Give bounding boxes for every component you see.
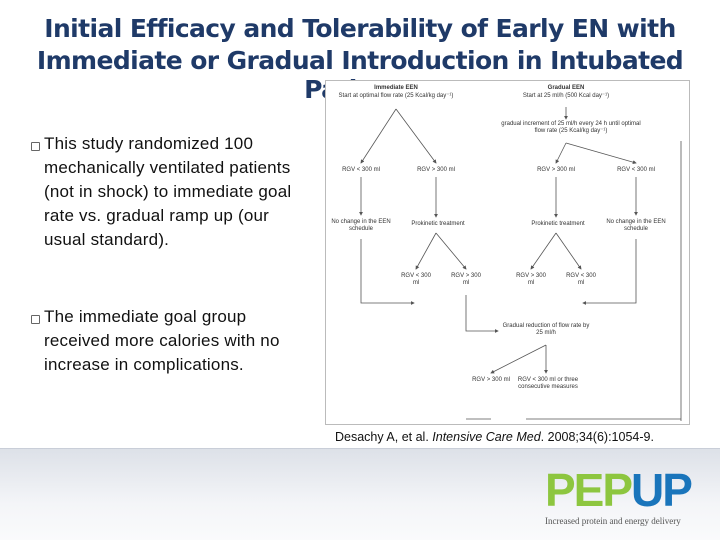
flow-node: RGV > 300 ml [516, 273, 546, 286]
flow-node: Start at optimal flow rate (25 Kcal/kg d… [338, 93, 454, 99]
flowchart-lines [359, 107, 682, 421]
flow-node: RGV < 300 ml [401, 273, 431, 286]
flow-node: RGV < 300 ml [566, 273, 596, 286]
flow-node: RGV > 300 ml [472, 377, 510, 383]
citation-journal: Intensive Care Med [432, 430, 541, 444]
flow-node: No change in the EEN schedule [606, 219, 666, 232]
bullet-text: The immediate goal group received more c… [44, 307, 280, 374]
citation-authors: Desachy A, et al. [335, 430, 433, 444]
logo-tagline: Increased protein and energy delivery [545, 516, 681, 526]
flow-node: Prokinetic treatment [531, 221, 585, 227]
flow-node: Prokinetic treatment [411, 221, 465, 227]
flow-node: RGV > 300 ml [537, 167, 575, 173]
citation: Desachy A, et al. Intensive Care Med. 20… [335, 430, 654, 444]
flow-node: RGV > 300 ml [451, 273, 481, 286]
flow-node: gradual increment of 25 ml/h every 24 h … [501, 121, 641, 134]
flowchart: Immediate EEN Start at optimal flow rate … [325, 80, 690, 425]
logo-left: PEP [545, 464, 633, 516]
footer-band [0, 448, 720, 540]
flow-node: RGV < 300 ml [342, 167, 380, 173]
flow-node: Gradual reduction of flow rate by 25 ml/… [502, 323, 590, 336]
title-line: Initial Efficacy and Tolerability of Ear… [44, 14, 676, 43]
bullet-text: This study randomized 100 mechanically v… [44, 134, 292, 249]
bullet-marker [31, 142, 40, 151]
flow-node: RGV < 300 ml or three consecutive measur… [517, 377, 579, 390]
bullet-marker [31, 315, 40, 324]
flow-node: Immediate EEN [374, 85, 418, 91]
logo-right: UP [631, 464, 693, 516]
citation-details: . 2008;34(6):1054-9. [540, 430, 654, 444]
flow-node: Start at 25 ml/h (500 Kcal day⁻¹) [522, 93, 610, 99]
flow-node: Gradual EEN [547, 85, 585, 91]
flow-node: RGV < 300 ml [617, 167, 655, 173]
flow-node: RGV > 300 ml [417, 167, 455, 173]
flow-node: No change in the EEN schedule [331, 219, 391, 232]
logo: PEPUP [545, 464, 693, 516]
